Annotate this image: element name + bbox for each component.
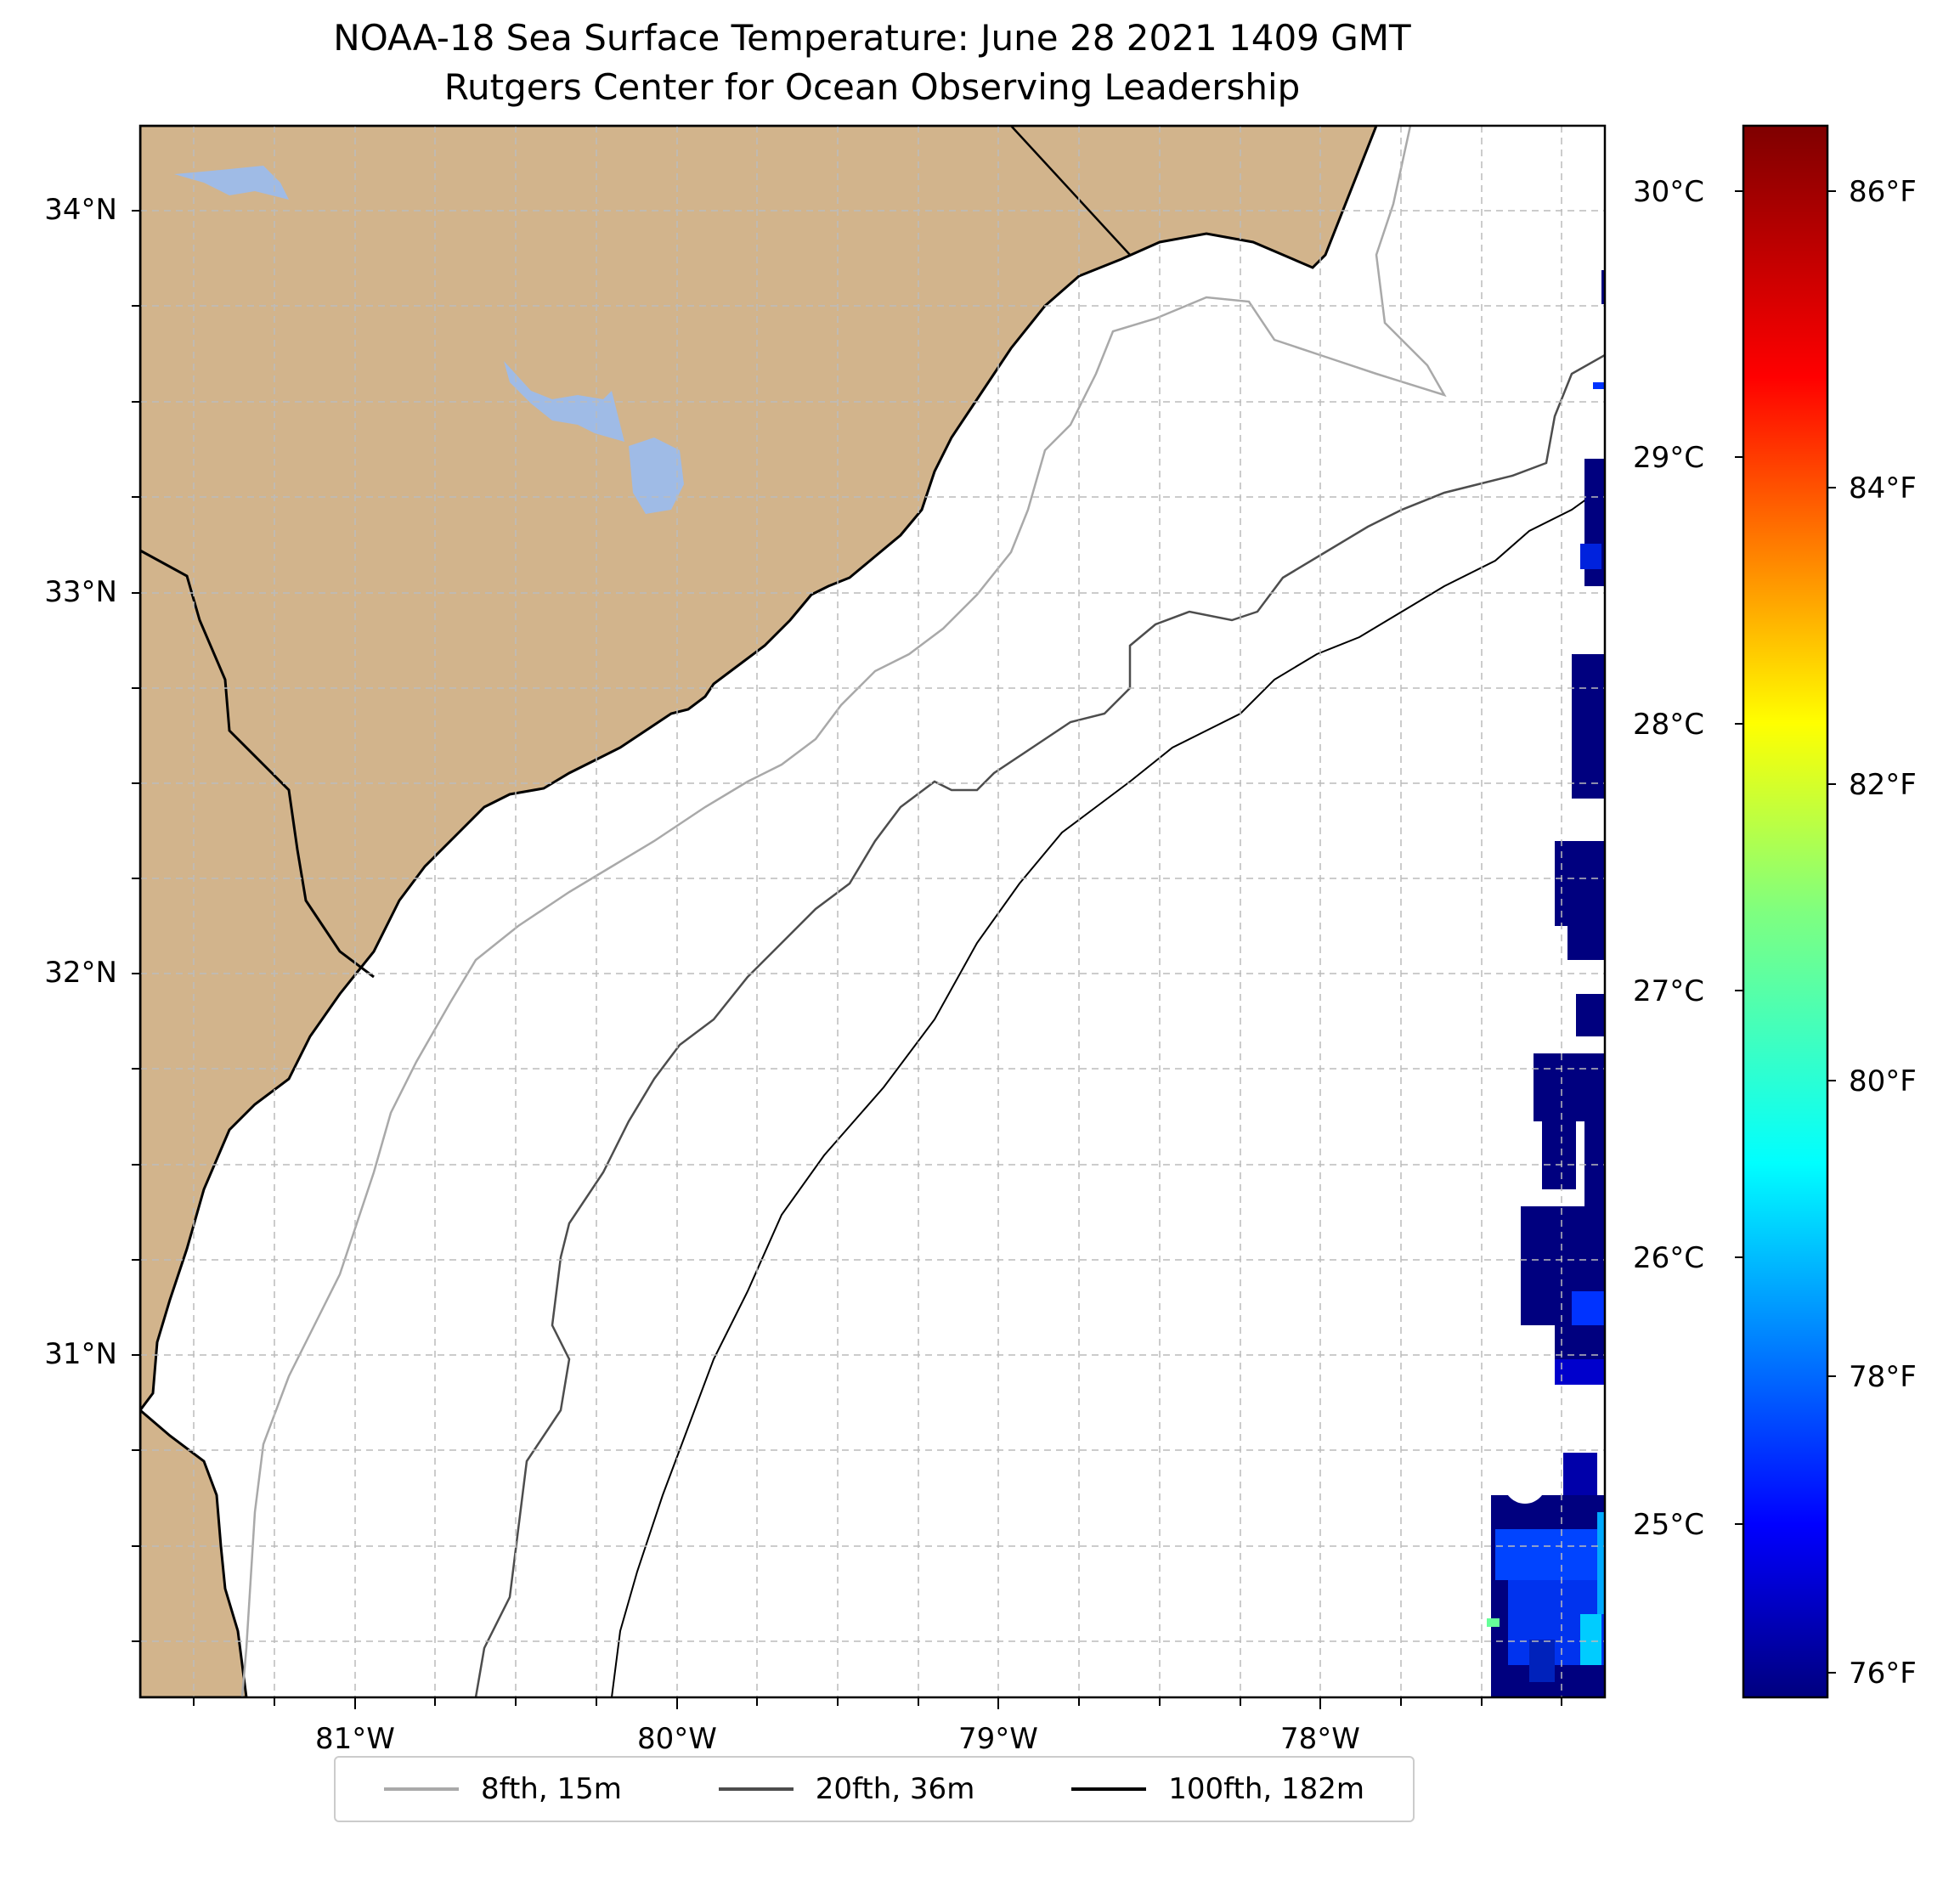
lat-label-34n: 34°N xyxy=(44,193,117,227)
lon-label-79w: 79°W xyxy=(958,1722,1038,1756)
legend-label-100fth: 100fth, 182m xyxy=(1168,1772,1365,1806)
colorbar-label-27c: 27°C xyxy=(1633,974,1704,1008)
colorbar-label-25c: 25°C xyxy=(1633,1508,1704,1542)
colorbar-label-86f: 86°F xyxy=(1849,175,1917,209)
lake-moultrie xyxy=(629,438,684,514)
lon-label-81w: 81°W xyxy=(315,1722,395,1756)
isobath-legend: 8fth, 15m 20fth, 36m 100fth, 182m xyxy=(334,1756,1415,1822)
legend-label-20fth: 20fth, 36m xyxy=(815,1772,975,1806)
lake-marion xyxy=(504,361,624,442)
map-frame xyxy=(138,124,1607,1699)
legend-swatch-100fth xyxy=(1071,1787,1147,1791)
lat-label-33n: 33°N xyxy=(44,575,117,609)
lat-label-32n: 32°N xyxy=(44,956,117,990)
colorbar xyxy=(1742,124,1829,1699)
sst-data xyxy=(1487,270,1605,1697)
colorbar-label-28c: 28°C xyxy=(1633,708,1704,742)
legend-item-100fth: 100fth, 182m xyxy=(1071,1772,1364,1806)
isobath-8fth xyxy=(240,126,1447,1697)
lon-label-78w: 78°W xyxy=(1280,1722,1360,1756)
axis-ticks xyxy=(132,210,1562,1709)
map-title: NOAA-18 Sea Surface Temperature: June 28… xyxy=(333,17,1411,59)
colorbar-label-80f: 80°F xyxy=(1849,1064,1917,1098)
colorbar-label-78f: 78°F xyxy=(1849,1360,1917,1394)
land-mass xyxy=(140,126,1378,1413)
lat-label-31n: 31°N xyxy=(44,1337,117,1371)
gridlines xyxy=(140,126,1605,1697)
legend-swatch-8fth xyxy=(383,1787,459,1791)
colorbar-label-84f: 84°F xyxy=(1849,471,1917,505)
lake-hartwell xyxy=(174,166,289,200)
colorbar-label-29c: 29°C xyxy=(1633,441,1704,475)
map-subtitle: Rutgers Center for Ocean Observing Leade… xyxy=(443,66,1301,108)
state-border-nc xyxy=(1010,126,1131,256)
legend-item-8fth: 8fth, 15m xyxy=(383,1772,622,1806)
state-border xyxy=(140,549,375,979)
lon-label-80w: 80°W xyxy=(637,1722,717,1756)
colorbar-label-82f: 82°F xyxy=(1849,768,1917,802)
legend-item-20fth: 20fth, 36m xyxy=(718,1772,975,1806)
legend-label-8fth: 8fth, 15m xyxy=(480,1772,622,1806)
colorbar-ticks xyxy=(1735,190,1836,1674)
isobath-20fth xyxy=(474,353,1605,1697)
colorbar-label-76f: 76°F xyxy=(1849,1657,1917,1691)
colorbar-label-26c: 26°C xyxy=(1633,1241,1704,1275)
legend-swatch-20fth xyxy=(718,1787,794,1791)
colorbar-label-30c: 30°C xyxy=(1633,175,1704,209)
